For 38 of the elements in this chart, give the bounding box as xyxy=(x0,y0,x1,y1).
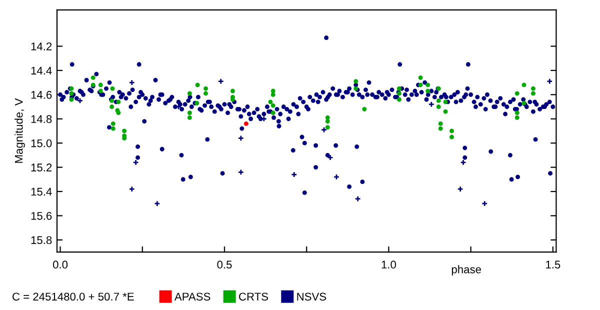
point xyxy=(320,126,328,133)
legend-label: APASS xyxy=(174,292,210,301)
point xyxy=(154,200,160,207)
x-axis-title: phase xyxy=(452,265,481,276)
x-tick-label: 0.5 xyxy=(217,260,232,269)
y-tick-label: 14.2 xyxy=(31,42,52,50)
point xyxy=(290,171,298,178)
text: C = 2451480.0 + 50.7 *E xyxy=(12,292,134,301)
point xyxy=(128,79,136,86)
y-tick-label: 15.0 xyxy=(31,139,52,148)
point xyxy=(428,101,435,108)
point xyxy=(238,135,244,142)
y-tick-label: 15.8 xyxy=(31,236,52,244)
point xyxy=(128,186,136,192)
point xyxy=(327,154,334,161)
point xyxy=(546,78,553,84)
point xyxy=(460,159,466,166)
y-tick-label: 14.6 xyxy=(31,90,52,99)
y-tick-label: 14.4 xyxy=(31,66,52,74)
point xyxy=(333,174,340,180)
point xyxy=(244,121,248,126)
y-tick-label: 14.8 xyxy=(31,115,52,124)
point xyxy=(354,196,361,202)
point xyxy=(218,78,224,84)
point xyxy=(132,159,139,166)
y-tick-label: 15.6 xyxy=(31,212,52,220)
point xyxy=(481,200,488,207)
x-tick-label: 0.0 xyxy=(52,260,68,269)
x-tick-label: 1.5 xyxy=(546,260,560,269)
point xyxy=(76,98,84,104)
legend-label: CRTS xyxy=(239,292,268,301)
x-tick-label: 1.0 xyxy=(382,260,396,269)
point xyxy=(238,169,244,176)
legend-label: NSVS xyxy=(297,292,326,301)
y-axis-title: Magnitude, V xyxy=(14,98,25,163)
y-tick-label: 15.2 xyxy=(31,164,52,172)
point xyxy=(457,186,464,192)
y-tick-label: 15.4 xyxy=(31,188,52,196)
